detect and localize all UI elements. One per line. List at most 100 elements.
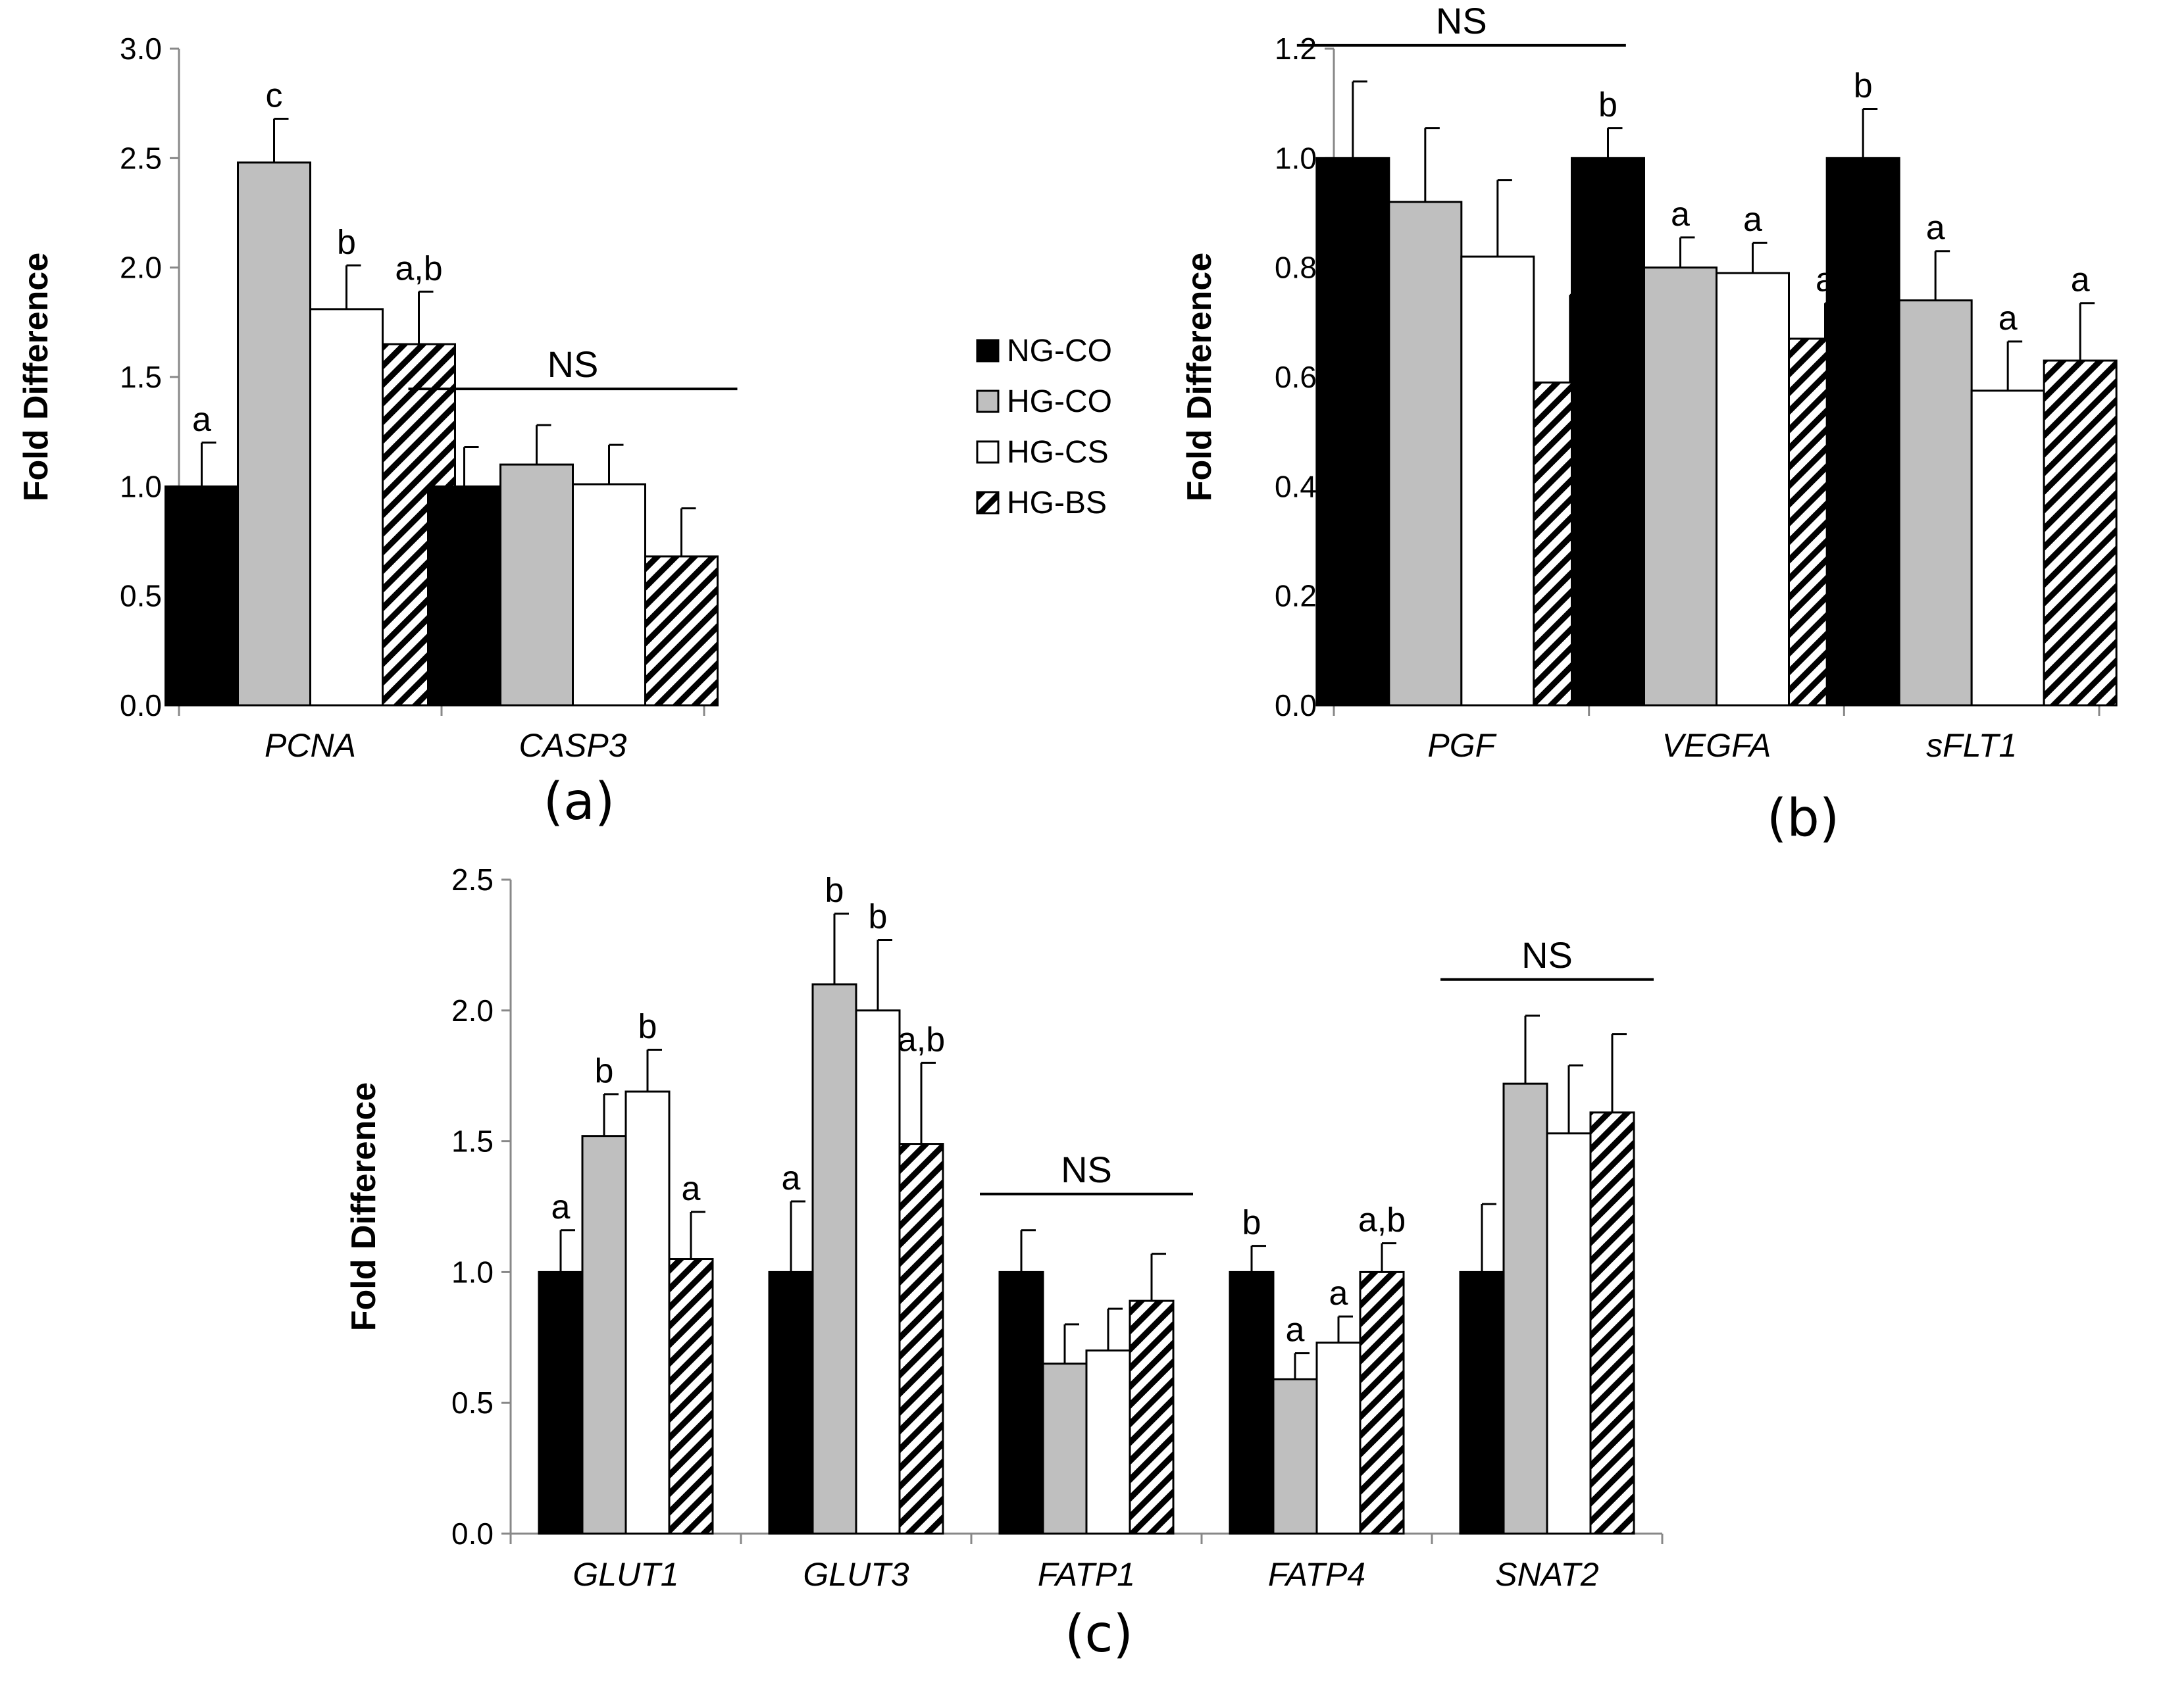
bar-hg-bs — [644, 555, 719, 707]
y-tick-label: 0.0 — [1275, 688, 1317, 722]
significance-label: a — [1743, 201, 1762, 239]
significance-label: a — [782, 1159, 801, 1197]
legend-label: HG-CO — [1007, 384, 1112, 419]
category-label: VEGFA — [1662, 727, 1771, 764]
bar-hg-cs — [1970, 389, 2045, 707]
legend-label: HG-BS — [1007, 486, 1107, 520]
significance-label: a,b — [395, 249, 442, 288]
significance-label: a — [551, 1188, 571, 1226]
panel-b-chart: 0.0 0.2 0.4 0.6 0.8 1.0 1.2 Fold Difference NS PG… — [1181, 0, 2118, 848]
significance-label: a — [1329, 1274, 1348, 1313]
bar-hg-cs — [1546, 1132, 1592, 1535]
bar-hg-cs — [1460, 255, 1535, 707]
bar-hg-cs — [1085, 1349, 1131, 1535]
bar-hg-co — [1272, 1378, 1318, 1535]
category-label: GLUT3 — [803, 1556, 909, 1593]
significance-label: b — [595, 1052, 614, 1090]
y-tick-label: 0.5 — [120, 579, 162, 613]
bar-hg-bs — [2043, 359, 2118, 707]
significance-label: b — [1598, 86, 1617, 124]
y-tick-label: 0.2 — [1275, 579, 1317, 613]
significance-label: b — [869, 897, 888, 936]
legend-swatch-hg-cs — [976, 440, 1000, 464]
significance-label: a — [1286, 1311, 1305, 1349]
ns-label: NS — [1521, 934, 1573, 976]
bar-hg-bs — [1359, 1270, 1405, 1535]
bar-hg-co — [237, 161, 311, 707]
y-tick-label: 2.0 — [120, 251, 162, 285]
y-tick-label: 0.0 — [451, 1517, 494, 1551]
bar-hg-cs — [1716, 272, 1790, 707]
panel-label: (a) — [544, 772, 615, 832]
bar-hg-cs — [309, 308, 384, 707]
bar-hg-co — [1502, 1082, 1548, 1535]
significance-label: a,b — [1358, 1201, 1406, 1240]
y-tick-label: 2.5 — [120, 141, 162, 175]
bar-ng-co — [1315, 157, 1390, 707]
legend-swatch-hg-bs — [976, 491, 1000, 515]
legend-label: NG-CO — [1007, 334, 1112, 368]
y-tick-label: 2.0 — [451, 993, 494, 1028]
bar-hg-cs — [624, 1090, 671, 1535]
y-tick-label: 1.0 — [1275, 141, 1317, 175]
y-tick-label: 0.8 — [1275, 251, 1317, 285]
legend-label: HG-CS — [1007, 435, 1109, 470]
bar-hg-co — [499, 463, 574, 707]
y-axis-label: Fold Difference — [1181, 253, 1219, 502]
y-tick-label: 3.0 — [120, 32, 162, 66]
significance-label: b — [638, 1007, 657, 1045]
y-tick-label: 0.6 — [1275, 360, 1317, 394]
bar-hg-bs — [898, 1143, 944, 1535]
bar-ng-co — [1229, 1270, 1275, 1535]
bar-ng-co — [538, 1270, 584, 1535]
y-axis-label: Fold Difference — [345, 1082, 383, 1332]
significance-label: a — [1926, 209, 1945, 247]
bar-hg-co — [811, 983, 857, 1535]
significance-label: a,b — [898, 1020, 945, 1059]
ns-label: NS — [547, 343, 599, 385]
category-label: sFLT1 — [1926, 727, 2017, 764]
ns-label: NS — [1061, 1149, 1112, 1190]
significance-label: a — [1671, 195, 1690, 234]
significance-label: b — [1854, 66, 1873, 105]
significance-label: a — [682, 1170, 701, 1208]
legend-swatch-hg-co — [976, 389, 1000, 413]
bar-hg-bs — [1129, 1299, 1175, 1535]
ns-label: NS — [1436, 0, 1487, 41]
bar-hg-bs — [1589, 1111, 1635, 1535]
significance-label: b — [825, 872, 844, 910]
category-label: PGF — [1427, 727, 1496, 764]
bar-ng-co — [998, 1270, 1044, 1535]
panel-label: (b) — [1767, 789, 1839, 848]
y-tick-label: 1.2 — [1275, 32, 1317, 66]
bar-hg-co — [1898, 299, 1973, 707]
significance-label: a — [192, 401, 211, 439]
bar-hg-co — [1388, 201, 1463, 707]
significance-label: a — [1998, 299, 2018, 338]
bar-hg-cs — [855, 1009, 901, 1535]
bar-hg-bs — [668, 1258, 714, 1535]
significance-label: b — [337, 223, 356, 261]
bar-ng-co — [768, 1270, 814, 1535]
bar-ng-co — [165, 485, 239, 707]
significance-label: b — [1242, 1204, 1261, 1242]
category-label: FATP4 — [1268, 1556, 1365, 1593]
legend-swatch-ng-co — [976, 339, 1000, 363]
category-label: FATP1 — [1038, 1556, 1135, 1593]
significance-label: c — [266, 76, 283, 114]
y-tick-label: 1.0 — [451, 1255, 494, 1289]
bar-hg-cs — [1315, 1342, 1361, 1535]
panel-a-chart: 0.0 0.5 1.0 1.5 2.0 2.5 3.0 Fold Difference a c b a… — [17, 32, 738, 832]
y-tick-label: 1.0 — [120, 469, 162, 503]
y-tick-label: 1.5 — [120, 360, 162, 394]
bar-ng-co — [1571, 157, 1645, 707]
y-tick-label: 0.5 — [451, 1386, 494, 1420]
bar-ng-co — [1459, 1270, 1505, 1535]
bar-ng-co — [1825, 157, 1900, 707]
significance-label: a — [2071, 261, 2090, 299]
bar-hg-co — [1643, 266, 1718, 707]
y-tick-label: 0.0 — [120, 688, 162, 722]
panel-label: (c) — [1065, 1605, 1133, 1664]
